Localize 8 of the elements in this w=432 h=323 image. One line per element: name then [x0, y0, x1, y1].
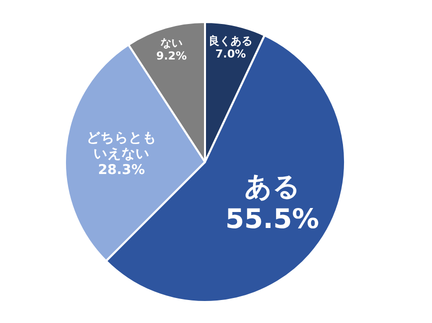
- slice-label: ない: [160, 36, 182, 50]
- data-label: 28.3%: [98, 162, 146, 178]
- data-label: 55.5%: [225, 204, 320, 235]
- slice-label: どちらともいえない: [86, 130, 156, 162]
- data-label: 7.0%: [215, 48, 246, 61]
- data-label: 9.2%: [156, 50, 187, 63]
- slice-label: 良くある: [208, 34, 253, 48]
- slice-label: ある: [244, 172, 300, 202]
